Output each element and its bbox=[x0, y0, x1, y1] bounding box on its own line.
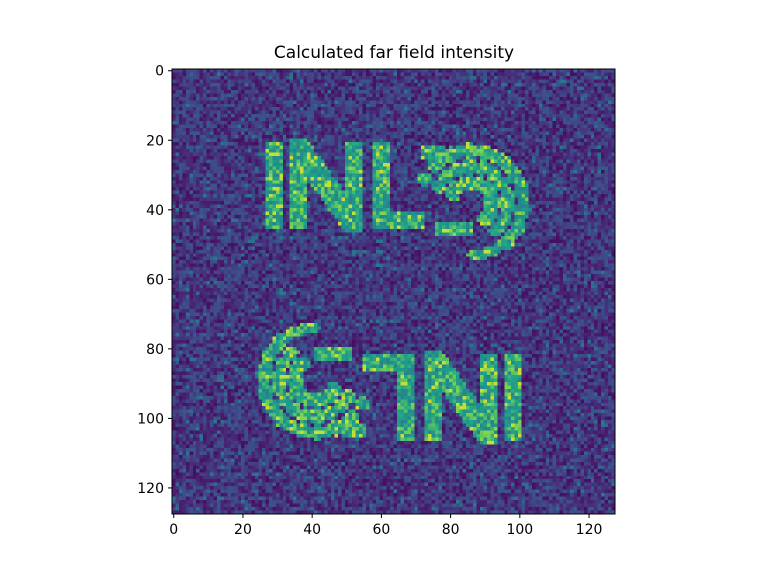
x-tick-label: 20 bbox=[234, 522, 252, 538]
y-tick-label: 20 bbox=[146, 133, 164, 149]
x-tick-label: 40 bbox=[303, 522, 321, 538]
x-tick-label: 80 bbox=[442, 522, 460, 538]
axes-frame bbox=[171, 68, 616, 515]
heatmap-image bbox=[172, 69, 615, 514]
heatmap bbox=[172, 69, 615, 514]
x-tick-label: 0 bbox=[169, 522, 178, 538]
y-tick-label: 60 bbox=[146, 272, 164, 288]
y-tick-label: 40 bbox=[146, 203, 164, 219]
y-tick-label: 120 bbox=[137, 481, 164, 497]
x-tick-label: 100 bbox=[506, 522, 533, 538]
chart-title: Calculated far field intensity bbox=[274, 43, 514, 63]
y-tick-label: 100 bbox=[137, 411, 164, 427]
x-tick-label: 60 bbox=[372, 522, 390, 538]
y-tick-label: 80 bbox=[146, 342, 164, 358]
y-tick-label: 0 bbox=[155, 64, 164, 80]
x-tick-label: 120 bbox=[576, 522, 603, 538]
axes: 0 20 40 60 80 100 120 0 20 40 60 80 100 120 bbox=[137, 64, 616, 538]
